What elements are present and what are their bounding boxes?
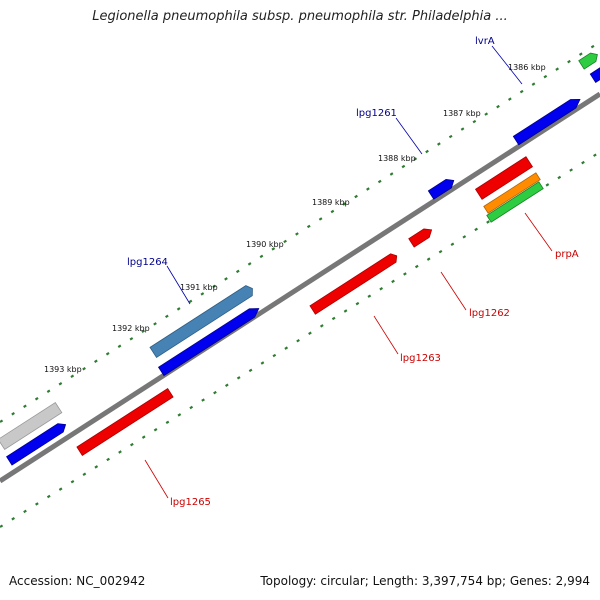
gene-arrow-grey[interactable] <box>0 401 63 451</box>
gene-label-prpa[interactable]: prpA <box>555 249 579 260</box>
gene-label-lpg1265[interactable]: lpg1265 <box>170 497 211 508</box>
leader-line-lvra <box>491 45 523 85</box>
leader-line-lpg1265 <box>144 459 169 499</box>
scale-tick-label: 1389 kbp <box>312 198 350 207</box>
scale-tick-label: 1386 kbp <box>508 63 546 72</box>
gene-arrow-blue-left[interactable] <box>5 420 69 466</box>
gene-label-lpg1261[interactable]: lpg1261 <box>356 108 397 119</box>
leader-line-lpg1263 <box>373 315 399 355</box>
gene-arrow-lpg1264[interactable] <box>157 304 262 377</box>
gene-arrow-lpg1265[interactable] <box>76 387 174 457</box>
leader-line-lpg1261 <box>395 117 423 155</box>
accession-text: Accession: NC_002942 <box>9 574 146 588</box>
map-title: Legionella pneumophila subsp. pneumophil… <box>92 9 508 24</box>
scale-tick-label: 1390 kbp <box>246 240 284 249</box>
gene-arrow-lpg1264-top[interactable] <box>149 283 256 359</box>
gene-label-lvra[interactable]: lvrA <box>475 36 495 47</box>
topology-text: Topology: circular; Length: 3,397,754 bp… <box>260 574 590 588</box>
gene-label-lpg1263[interactable]: lpg1263 <box>400 353 441 364</box>
gene-arrow-prpa-red[interactable] <box>474 156 534 200</box>
gene-arrow-lvra[interactable] <box>512 95 582 146</box>
leader-line-lpg1264 <box>166 265 191 305</box>
gene-label-lpg1262[interactable]: lpg1262 <box>469 308 510 319</box>
gene-label-lpg1264[interactable]: lpg1264 <box>127 257 168 268</box>
gene-arrow-lpg1261[interactable] <box>427 176 456 200</box>
genome-backbone <box>0 91 600 484</box>
gene-arrow-blue-edge[interactable] <box>589 65 600 84</box>
gene-arrow-lpg1263[interactable] <box>309 252 399 315</box>
scale-tick-label: 1393 kbp <box>44 365 82 374</box>
gene-arrow-lpg1262[interactable] <box>408 226 435 248</box>
gene-arrow-orange[interactable] <box>483 172 541 214</box>
gene-arrow-green-top[interactable] <box>578 50 600 70</box>
leader-line-lpg1262 <box>440 271 467 311</box>
leader-line-prpa <box>524 212 553 252</box>
upper-tick-row <box>0 41 600 423</box>
scale-tick-label: 1391 kbp <box>180 283 218 292</box>
scale-tick-label: 1388 kbp <box>378 154 416 163</box>
scale-tick-label: 1387 kbp <box>443 109 481 118</box>
scale-tick-label: 1392 kbp <box>112 324 150 333</box>
gene-arrow-prpa-green[interactable] <box>486 181 544 223</box>
